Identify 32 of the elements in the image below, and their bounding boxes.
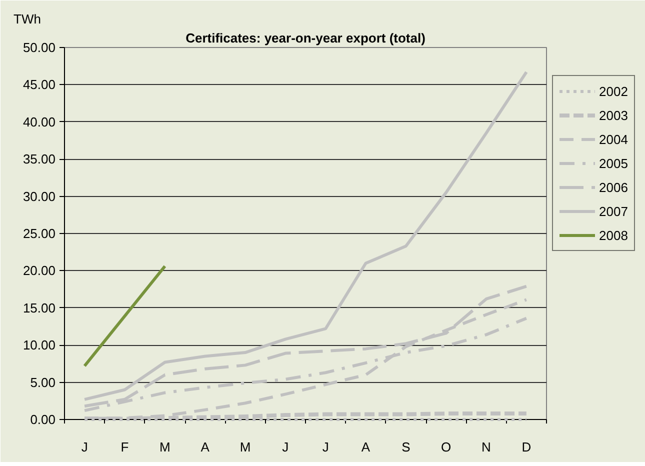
legend-label: 2008	[599, 226, 628, 244]
legend-label: 2007	[599, 202, 628, 220]
chart-title: Certificates: year-on-year export (total)	[186, 30, 426, 46]
x-tick-label: S	[402, 440, 411, 454]
y-tick-label: 20.00	[22, 263, 56, 278]
y-tick-label: 15.00	[22, 300, 56, 316]
legend-label: 2005	[599, 154, 628, 172]
x-tick-label: J	[282, 440, 289, 454]
x-tick-label: A	[200, 440, 210, 454]
x-tick-label: A	[361, 440, 370, 454]
x-tick-label: M	[160, 440, 170, 454]
y-axis-title: TWh	[14, 12, 41, 26]
y-tick-label: 25.00	[22, 226, 56, 241]
y-tick-label: 35.00	[22, 152, 56, 167]
x-tick-label: F	[120, 440, 129, 454]
y-tick-label: 40.00	[22, 114, 56, 130]
legend-label: 2002	[599, 82, 628, 100]
x-tick-label: D	[522, 440, 532, 454]
y-tick-label: 5.00	[30, 374, 56, 390]
x-tick-label: J	[81, 440, 88, 454]
x-tick-label: O	[441, 440, 452, 454]
y-tick-label: 10.00	[22, 338, 56, 353]
y-tick-label: 50.00	[22, 40, 56, 55]
y-tick-label: 30.00	[22, 188, 56, 204]
y-tick-label: 45.00	[22, 77, 56, 92]
x-tick-label: N	[482, 440, 491, 454]
legend-label: 2003	[599, 106, 628, 124]
legend-label: 2004	[599, 130, 628, 148]
legend-label: 2006	[599, 178, 628, 196]
y-tick-label: 0.00	[30, 412, 56, 427]
x-tick-label: J	[322, 440, 329, 454]
x-tick-label: M	[240, 440, 251, 454]
